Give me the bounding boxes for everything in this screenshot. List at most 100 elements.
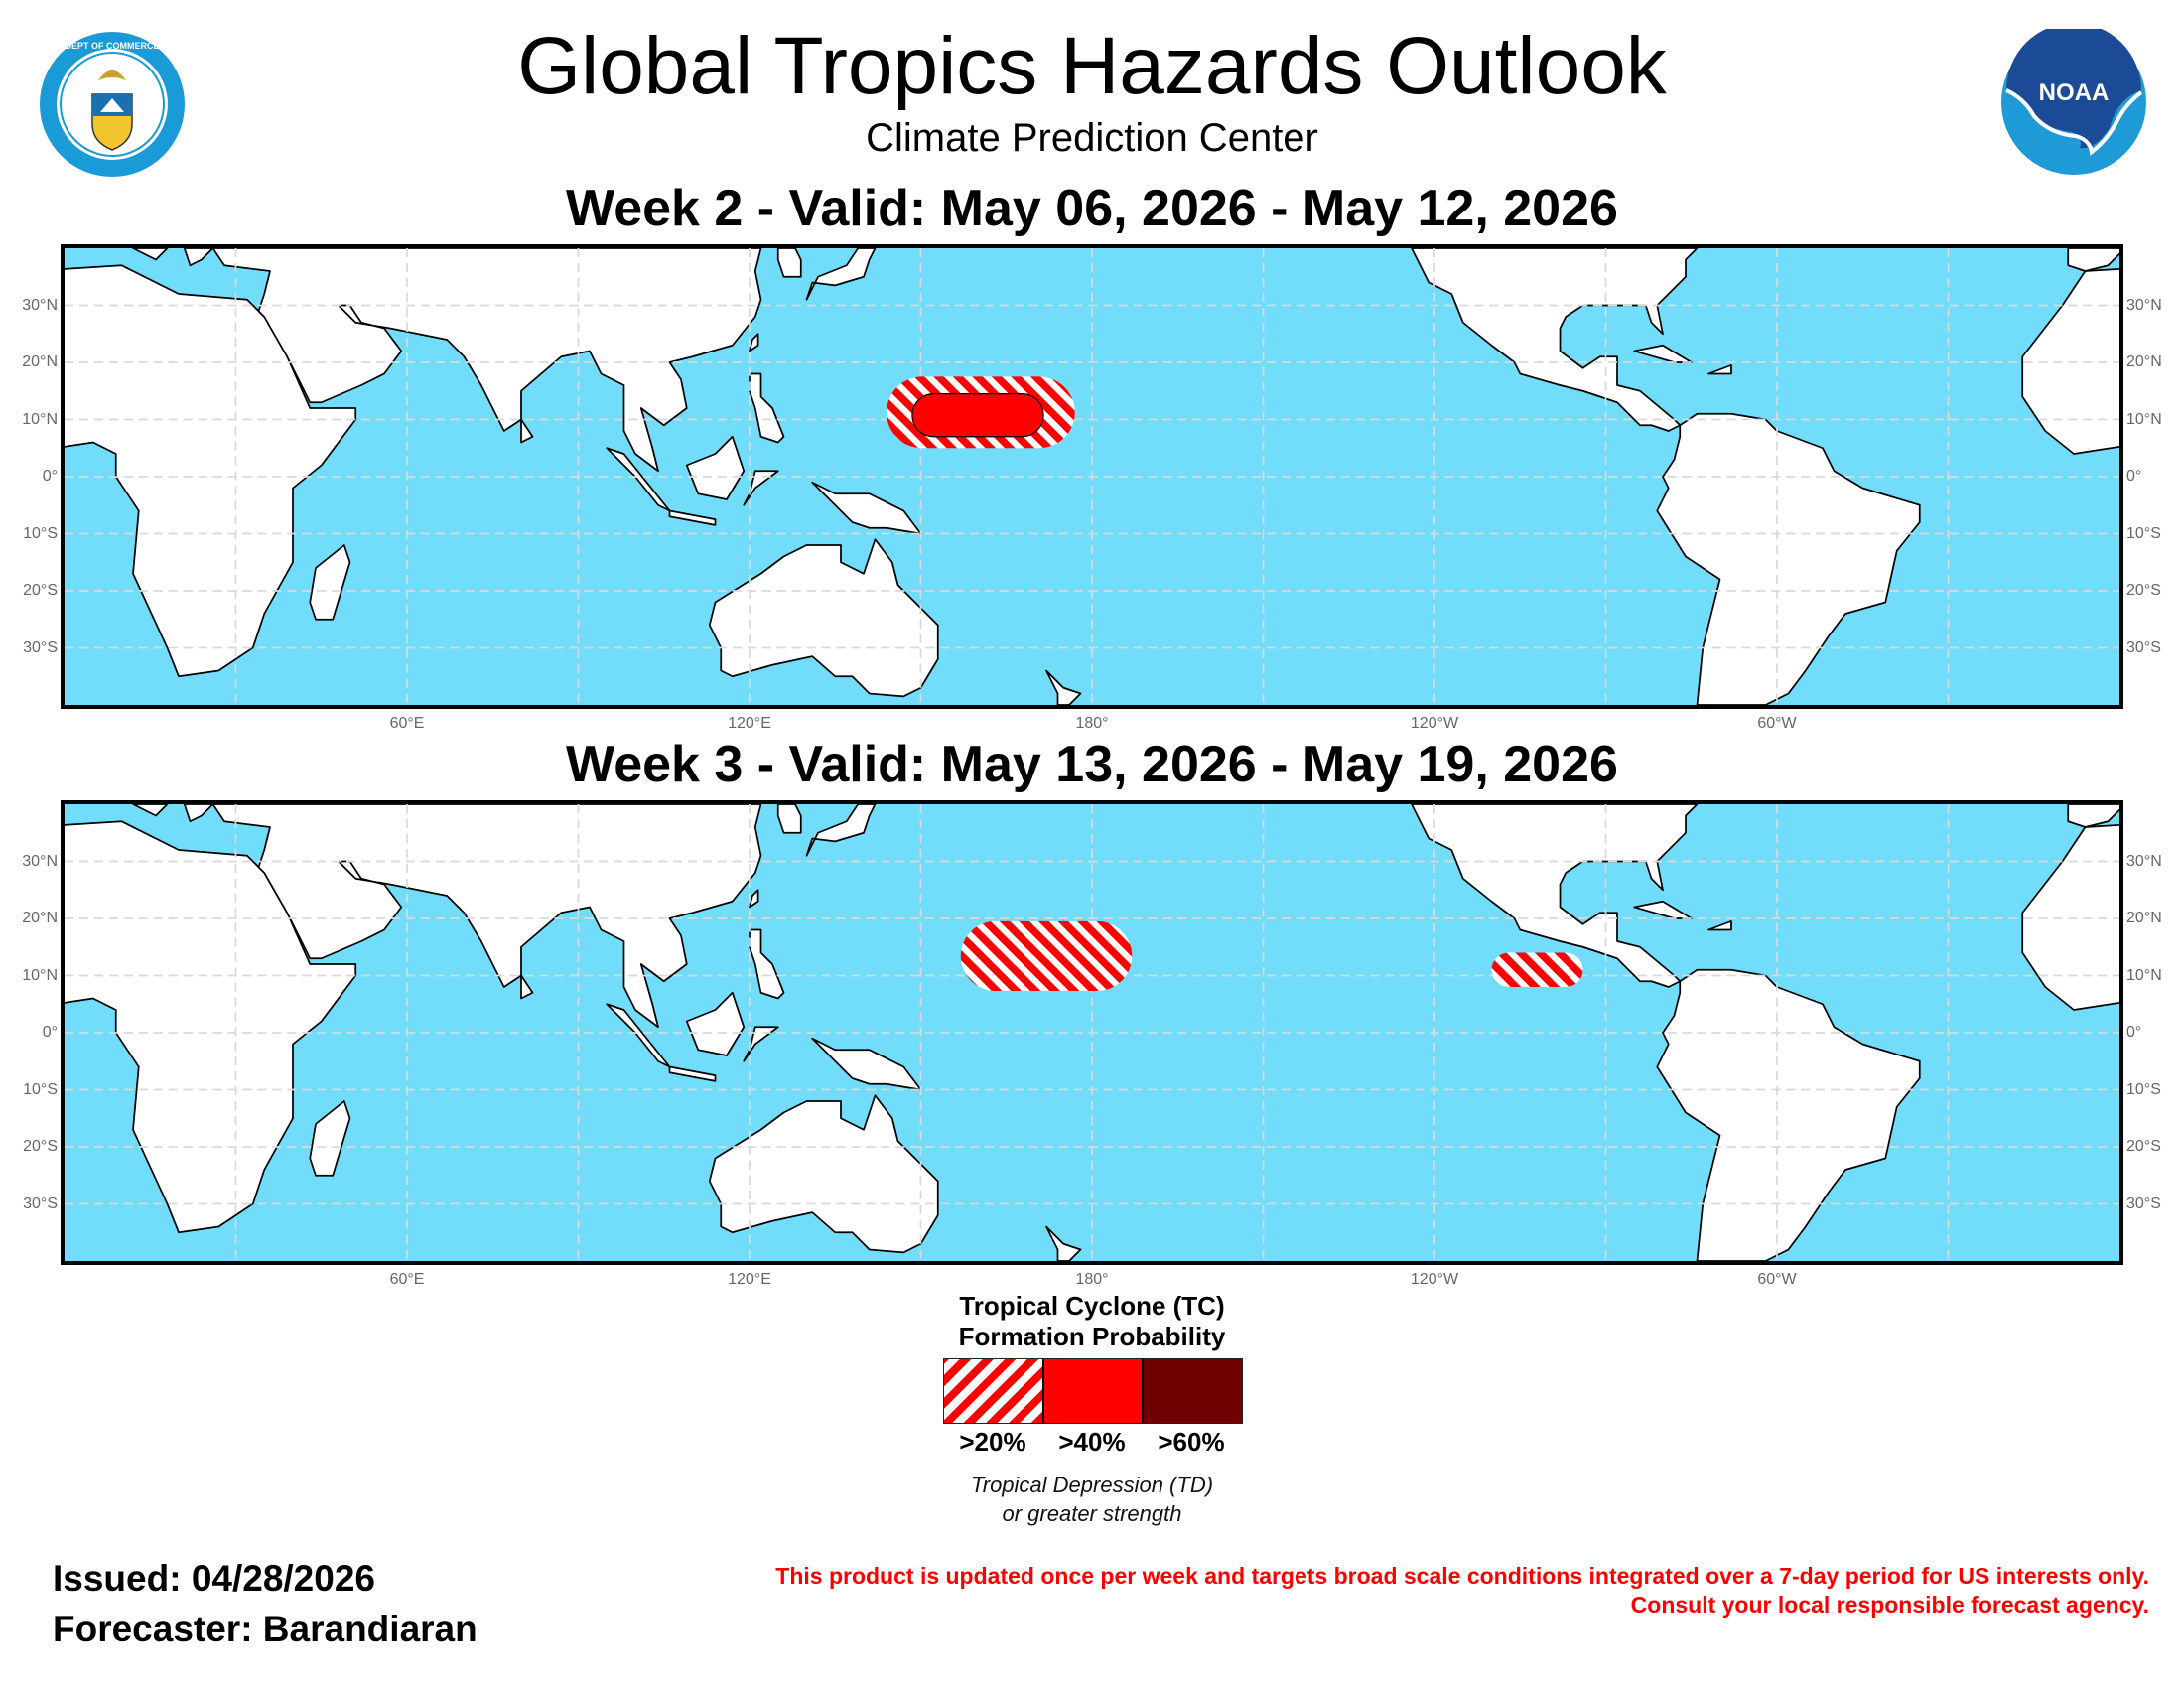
page-subtitle: Climate Prediction Center	[866, 116, 1318, 160]
legend-swatch-40	[1043, 1359, 1145, 1423]
lon-label: 60°W	[1757, 715, 1797, 732]
legend-swatch-20	[944, 1359, 1044, 1423]
landmass-asia	[211, 248, 762, 473]
lat-label-left: 20°S	[23, 582, 58, 599]
landmass-australia	[708, 1094, 939, 1254]
lat-label-left: 30°N	[22, 296, 58, 314]
legend-label-60: >60%	[1158, 1427, 1225, 1457]
lat-label-right: 30°S	[2126, 1195, 2161, 1212]
landmass-italy	[132, 248, 169, 261]
lat-label-right: 20°S	[2126, 1138, 2161, 1155]
legend-title-line1: Tropical Cyclone (TC)	[959, 1291, 1225, 1321]
issued-date: Issued: 04/28/2026	[53, 1558, 375, 1599]
landmass-taiwan	[749, 889, 759, 909]
landmass-philippines	[749, 928, 785, 1000]
lat-label-left: 20°N	[22, 910, 58, 926]
landmass-taiwan	[749, 333, 759, 352]
landmass-greece	[183, 248, 214, 267]
lat-label-left: 30°N	[22, 852, 58, 870]
landmass-sulawesi	[743, 470, 779, 506]
legend-label-40: >40%	[1058, 1427, 1126, 1457]
landmass-borneo	[685, 435, 746, 500]
landmass-south-america	[1656, 412, 1921, 705]
lat-label-left: 30°S	[23, 1195, 58, 1212]
svg-text:NOAA: NOAA	[2039, 79, 2110, 106]
svg-text:DEPT OF COMMERCE: DEPT OF COMMERCE	[65, 41, 159, 51]
week3-title: Week 3 - Valid: May 13, 2026 - May 19, 2…	[566, 736, 1618, 793]
landmass-korea	[776, 248, 802, 278]
disclaimer-line1: This product is updated once per week an…	[775, 1563, 2149, 1589]
landmass-sumatra	[606, 447, 671, 512]
lon-label: 60°W	[1757, 1271, 1797, 1288]
lat-label-right: 10°N	[2126, 966, 2162, 984]
lat-label-right: 30°N	[2126, 296, 2162, 314]
lat-label-left: 10°N	[22, 966, 58, 984]
landmass-south-america	[1656, 968, 1921, 1261]
landmass-australia	[708, 538, 939, 698]
landmass-sulawesi	[743, 1026, 779, 1062]
legend-note: Tropical Depression (TD) or greater stre…	[844, 1471, 1340, 1528]
lon-label: 120°W	[1410, 715, 1459, 732]
week3-map	[61, 800, 2123, 1265]
noaa-logo: NOAA	[2001, 29, 2146, 175]
hazard-area-40pct	[911, 393, 1044, 438]
landmass-africa-east-wrap	[2021, 823, 2119, 1011]
disclaimer-line2: Consult your local responsible forecast …	[1630, 1592, 2149, 1618]
lat-label-left: 30°S	[23, 638, 58, 656]
landmass-africa	[65, 264, 357, 678]
landmass-japan	[805, 248, 877, 301]
lat-label-right: 10°S	[2126, 524, 2161, 542]
lon-label: 180°	[1075, 1271, 1109, 1288]
landmass-madagascar	[309, 1100, 351, 1177]
landmass-new-zealand	[1045, 1225, 1082, 1261]
landmass-madagascar	[309, 544, 351, 621]
lon-label: 120°E	[728, 715, 771, 732]
lat-label-left: 10°S	[23, 524, 58, 542]
landmass-asia	[211, 804, 762, 1029]
landmass-africa	[65, 820, 357, 1234]
landmass-borneo	[685, 991, 746, 1056]
lat-label-right: 20°S	[2126, 582, 2161, 599]
landmass-korea	[776, 804, 802, 834]
lat-label-right: 0°	[2126, 468, 2142, 485]
landmass-java	[668, 1065, 717, 1082]
lat-label-right: 10°N	[2126, 410, 2162, 428]
lat-label-left: 0°	[42, 468, 58, 485]
lat-label-right: 30°N	[2126, 852, 2162, 870]
week2-map	[61, 244, 2123, 709]
landmass-japan	[805, 804, 877, 857]
landmass-hispaniola	[1707, 364, 1732, 375]
hazard-area-20pct	[1491, 952, 1583, 987]
lon-label: 120°E	[728, 1271, 771, 1288]
landmass-italy	[132, 804, 169, 817]
landmass-sri-lanka	[520, 974, 534, 1000]
lat-label-left: 20°N	[22, 353, 58, 370]
lat-label-right: 10°S	[2126, 1080, 2161, 1098]
legend-note-line2: or greater strength	[1002, 1501, 1182, 1526]
landmass-hispaniola	[1707, 920, 1732, 931]
landmass-iberia	[2067, 804, 2119, 828]
lon-label: 60°E	[389, 715, 425, 732]
lat-label-right: 20°N	[2126, 353, 2162, 370]
lat-label-right: 0°	[2126, 1024, 2142, 1041]
lat-label-right: 20°N	[2126, 910, 2162, 926]
legend-swatches	[943, 1358, 1243, 1424]
legend-note-line1: Tropical Depression (TD)	[970, 1473, 1214, 1497]
week2-title: Week 2 - Valid: May 06, 2026 - May 12, 2…	[566, 180, 1618, 237]
department-of-commerce-seal: DEPT OF COMMERCE	[40, 32, 185, 177]
landmass-iberia	[2067, 248, 2119, 272]
landmass-africa-east-wrap	[2021, 267, 2119, 455]
landmass-new-guinea	[811, 481, 922, 535]
landmass-new-zealand	[1045, 669, 1082, 705]
lon-label: 120°W	[1410, 1271, 1459, 1288]
forecaster-name: Forecaster: Barandiaran	[53, 1609, 478, 1649]
lat-label-right: 30°S	[2126, 638, 2161, 656]
legend-label-20: >20%	[959, 1427, 1026, 1457]
lon-label: 180°	[1075, 715, 1109, 732]
lat-label-left: 10°N	[22, 410, 58, 428]
landmass-north-america	[1411, 804, 1699, 988]
lat-label-left: 0°	[42, 1024, 58, 1041]
legend-title-line2: Formation Probability	[958, 1322, 1226, 1351]
landmass-java	[668, 509, 717, 526]
legend-title: Tropical Cyclone (TC) Formation Probabil…	[844, 1291, 1340, 1352]
